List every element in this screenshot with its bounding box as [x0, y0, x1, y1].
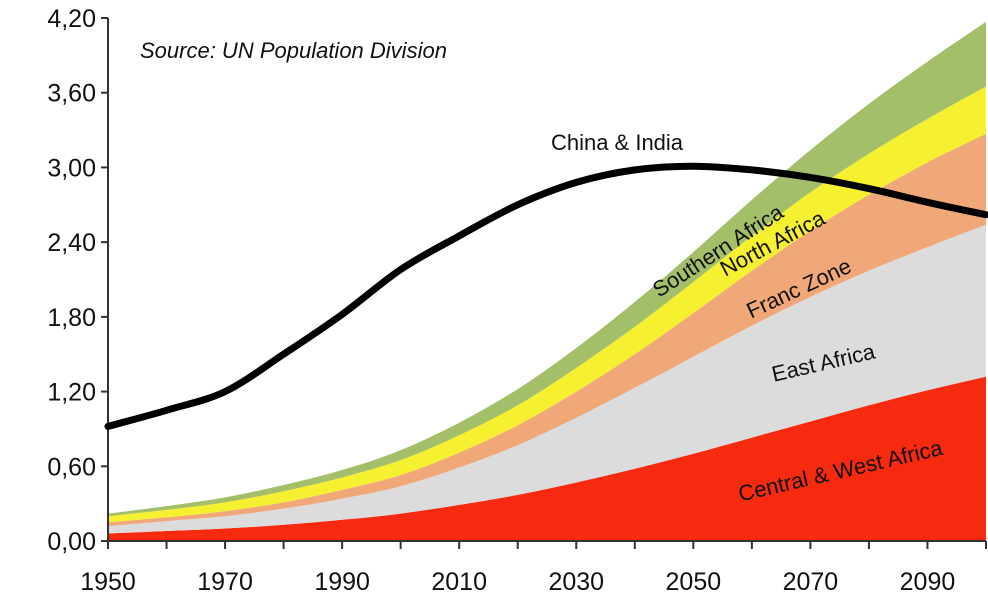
y-tick-label: 3,60: [47, 80, 96, 108]
x-tick-label: 1990: [314, 568, 370, 596]
y-ticks: 0,00 0,60 1,20 1,80 2,40 3,00 3,60 4,20: [47, 5, 108, 556]
x-tick-label: 2090: [900, 568, 956, 596]
y-tick-label: 0,00: [47, 528, 96, 556]
y-tick-label: 4,20: [47, 5, 96, 33]
x-tick-label: 1970: [197, 568, 253, 596]
axes: [107, 18, 986, 542]
y-tick-label: 0,60: [47, 453, 96, 481]
stacked-areas: [108, 21, 986, 541]
x-ticks: 1950 1970 1990 2010 2030 2050 2070 2090: [80, 541, 987, 596]
china-india-line-group: [104, 162, 988, 430]
label-china-india: China & India: [551, 130, 684, 155]
source-annotation: Source: UN Population Division: [140, 38, 447, 63]
y-tick-label: 1,20: [47, 379, 96, 407]
y-tick-label: 3,00: [47, 154, 96, 182]
x-tick-label: 2070: [783, 568, 839, 596]
y-tick-label: 2,40: [47, 229, 96, 257]
line-china-india: [104, 162, 988, 430]
area-east-africa: [108, 224, 986, 534]
x-tick-label: 2030: [548, 568, 604, 596]
y-tick-label: 1,80: [47, 304, 96, 332]
x-tick-label: 2050: [666, 568, 722, 596]
area-central-west-africa: [108, 376, 986, 541]
x-tick-label: 1950: [80, 568, 136, 596]
x-tick-label: 2010: [431, 568, 487, 596]
